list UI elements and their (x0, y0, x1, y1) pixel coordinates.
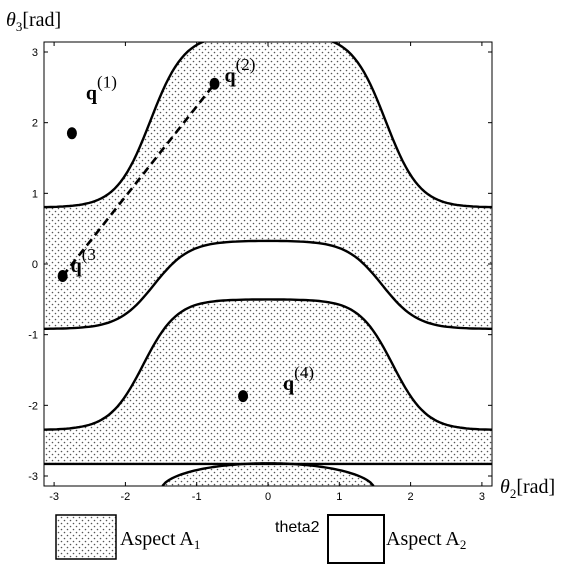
point-q1 (66, 127, 77, 140)
x-tick-label: 1 (336, 491, 342, 503)
center-caption: theta2 (275, 519, 320, 536)
y-axis-sub: 3 (16, 19, 23, 34)
y-axis-unit: [rad] (22, 9, 61, 31)
x-tick-label: 0 (265, 491, 271, 503)
y-tick-label: -1 (28, 330, 38, 342)
legend-swatch-aspect-a1 (55, 514, 117, 560)
y-tick-label: -2 (28, 400, 38, 412)
region-aspect-a1-cap (161, 463, 375, 486)
x-tick-label: -3 (49, 491, 59, 503)
x-tick-label: -1 (192, 491, 202, 503)
curve-cap (161, 462, 375, 486)
point-label-q2: q(2) (225, 55, 256, 87)
legend-label-aspect-a2: Aspect A2 (386, 528, 466, 552)
legend-swatch-aspect-a2 (327, 514, 385, 564)
region-aspect-a1-upper (44, 42, 492, 329)
x-axis-sub: 2 (510, 486, 517, 501)
x-tick-label: 3 (479, 491, 485, 503)
y-tick-label: 2 (32, 118, 38, 130)
point-q2 (209, 77, 220, 90)
region-aspect-a1-lower (44, 299, 492, 464)
curve-top (44, 42, 492, 209)
y-tick-label: 1 (32, 188, 38, 200)
plot-area: -3 -2 -1 0 1 2 3 -3 -2 -1 0 1 2 3 q(1) q(2) q(3 q(4) (28, 41, 493, 503)
curve-mid-lower (44, 298, 492, 431)
x-axis-unit: [rad] (516, 476, 555, 498)
y-tick-label: 0 (32, 259, 38, 271)
point-q4 (238, 390, 249, 403)
point-label-q1: q(1) (86, 72, 117, 104)
x-tick-label: 2 (408, 491, 414, 503)
curve-mid-upper (44, 239, 492, 330)
legend-label-aspect-a1: Aspect A1 (120, 528, 200, 552)
point-q3 (57, 270, 68, 283)
x-tick-label: -2 (121, 491, 131, 503)
x-axis-label: θ2[rad] (500, 476, 555, 501)
legend: Aspect A1 theta2 Aspect A2 (55, 514, 466, 564)
y-axis-label: θ3[rad] (6, 9, 61, 34)
y-axis-symbol: θ (6, 9, 16, 31)
dashed-path-q3-q2 (61, 82, 216, 277)
point-label-q4: q(4) (283, 363, 314, 395)
y-tick-label: 3 (32, 47, 38, 59)
point-label-q3: q(3 (71, 245, 96, 277)
y-tick-label: -3 (28, 471, 38, 483)
x-axis-symbol: θ (500, 476, 510, 498)
